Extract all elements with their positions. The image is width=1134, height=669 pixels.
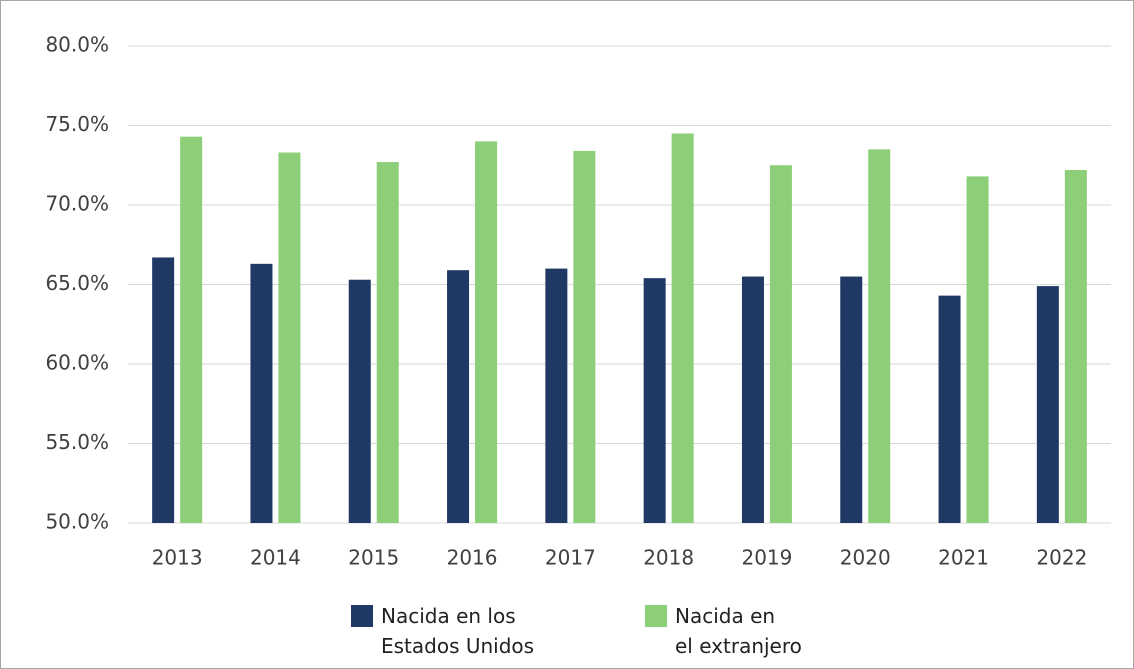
legend-swatch (645, 605, 667, 627)
x-tick-label: 2018 (643, 546, 694, 570)
bar (966, 176, 989, 523)
bar (573, 150, 596, 523)
bar (868, 149, 891, 523)
x-tick-label: 2020 (840, 546, 891, 570)
legend-label: Nacida en los Estados Unidos (381, 604, 535, 658)
chart: 50.0% 55.0% 60.0% 65.0% 70.0% 75.0% 80.0% 2013 2… (45, 33, 1111, 570)
legend-item: Nacida en el extranjero (645, 601, 802, 661)
bar (278, 152, 301, 523)
legend-swatch (351, 605, 373, 627)
bar (769, 165, 792, 523)
x-tick-label: 2022 (1036, 546, 1087, 570)
x-tick-label: 2017 (545, 546, 596, 570)
x-tick-label: 2013 (152, 546, 203, 570)
y-tick-label: 55.0% (45, 430, 109, 454)
y-tick-label: 60.0% (45, 351, 109, 375)
x-tick-label: 2015 (348, 546, 399, 570)
bar (475, 141, 498, 523)
legend-item: Nacida en los Estados Unidos (351, 601, 534, 661)
bar (741, 276, 764, 523)
x-tick-label: 2019 (741, 546, 792, 570)
x-tick-label: 2021 (938, 546, 989, 570)
x-tick-label: 2016 (447, 546, 498, 570)
y-tick-label: 65.0% (45, 271, 109, 295)
bar (1064, 170, 1087, 523)
bar (545, 268, 568, 523)
x-tick-label: 2014 (250, 546, 301, 570)
y-tick-label: 75.0% (45, 112, 109, 136)
bar (152, 257, 175, 523)
bar (643, 278, 666, 523)
y-tick-label: 80.0% (45, 33, 109, 57)
bar (250, 263, 273, 523)
bar (180, 136, 203, 523)
bar (376, 162, 399, 523)
bar (1036, 286, 1059, 523)
bar (447, 270, 470, 523)
legend-label: Nacida en el extranjero (675, 604, 802, 658)
bar (840, 276, 863, 523)
bar (348, 279, 371, 523)
y-tick-label: 70.0% (45, 192, 109, 216)
bar (938, 295, 961, 523)
bar (671, 133, 694, 523)
y-tick-label: 50.0% (45, 510, 109, 534)
